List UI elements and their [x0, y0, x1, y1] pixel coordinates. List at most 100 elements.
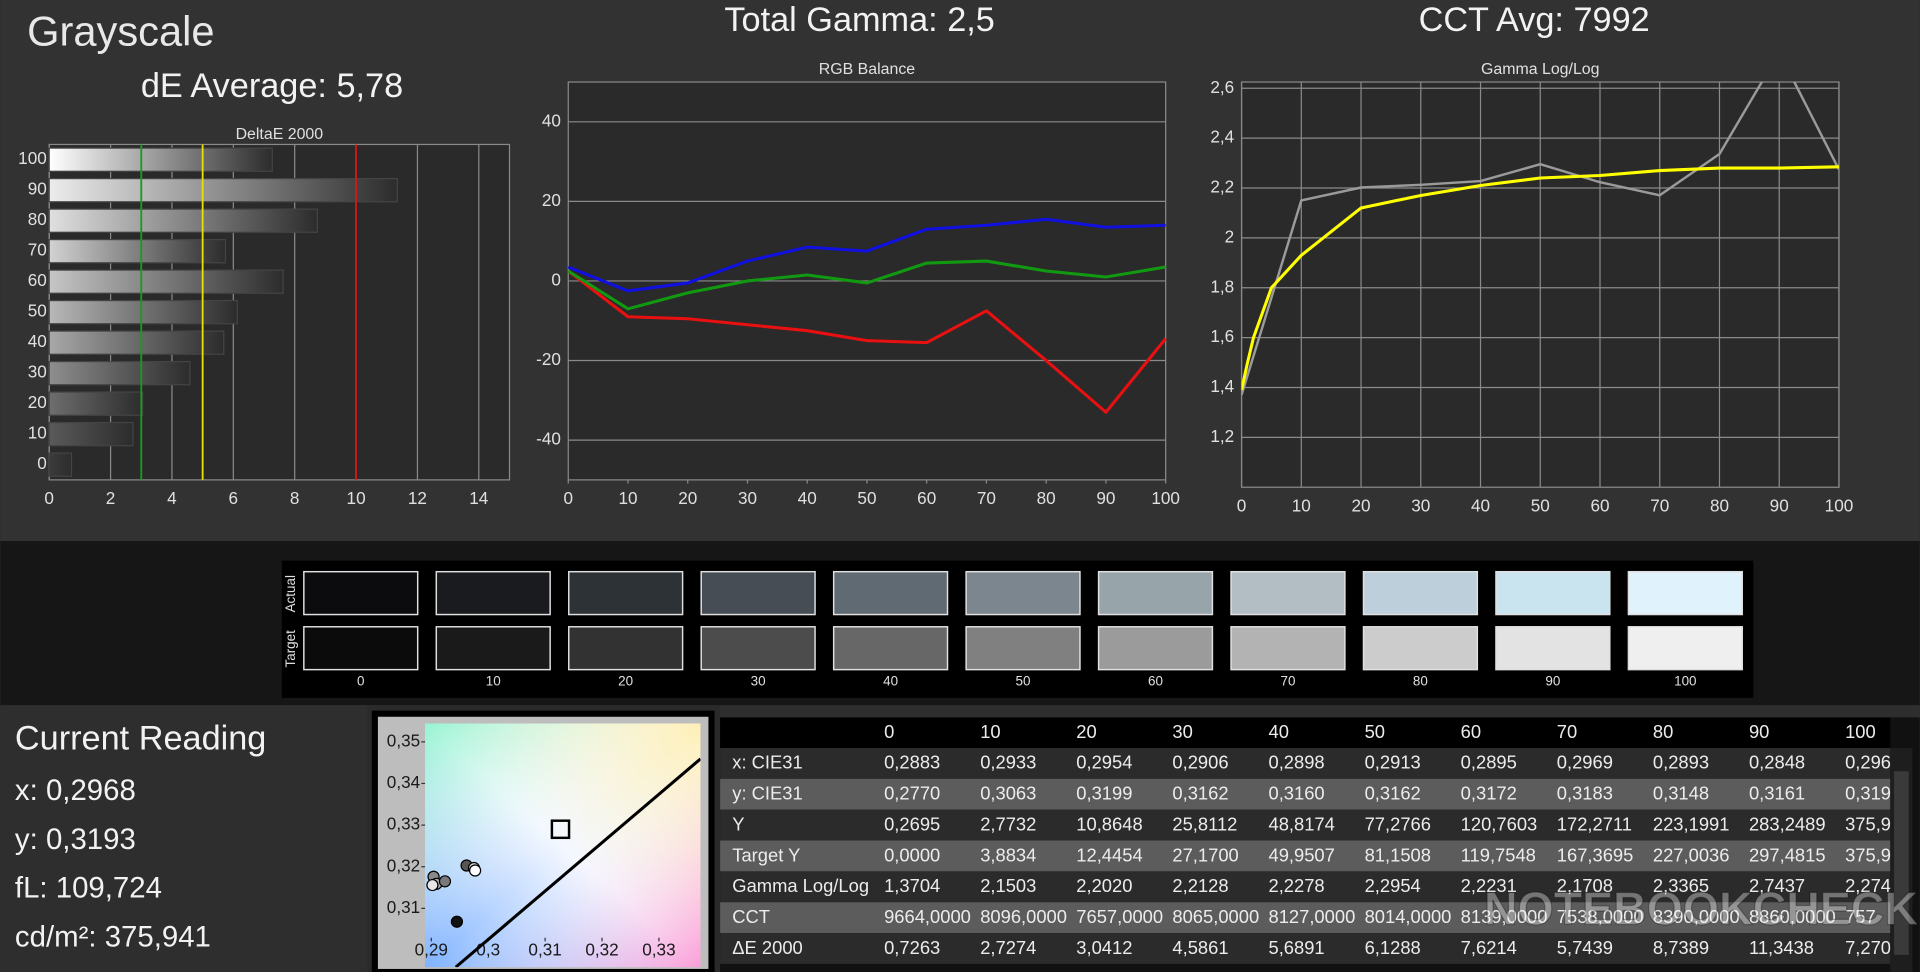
table-cell: 5,6891	[1268, 937, 1324, 958]
y-tick-label: 2,6	[1210, 77, 1234, 97]
x-tick-label: 10	[1292, 495, 1311, 515]
y-tick-label: 100	[18, 148, 47, 168]
table: 0 10 20 30 40 50 60 70 80 90 100 x: CIE31 0,2883 0,29…	[720, 717, 1891, 964]
y-tick-label: 60	[28, 270, 47, 290]
bar	[48, 330, 225, 355]
table-cell: 0,3063	[980, 783, 1036, 804]
x-tick-label: 0,29	[415, 940, 448, 960]
table-cell: 0,3199	[1076, 783, 1132, 804]
de-average: dE Average: 5,78	[141, 67, 403, 105]
table-cell: 9664,0000	[884, 906, 971, 927]
measured-point	[450, 915, 464, 928]
swatch-level: 20	[618, 673, 633, 688]
table-cell: 8860,0000	[1749, 906, 1836, 927]
y-tick-label: 2,2	[1210, 177, 1234, 197]
swatch-target	[303, 626, 419, 671]
x-tick-label: 50	[1531, 495, 1550, 515]
table-cell: 227,0036	[1653, 844, 1730, 865]
table-cell: 0,2954	[1076, 752, 1132, 773]
table-column-header: 90	[1749, 721, 1769, 742]
swatch-target	[435, 626, 551, 671]
table-cell: 8096,0000	[980, 906, 1067, 927]
swatch-target	[832, 626, 949, 671]
table-cell: 8390,0000	[1653, 906, 1740, 927]
swatch-actual	[435, 570, 551, 616]
table-cell: 5,7439	[1557, 937, 1613, 958]
content: 0 2 4 6 8 10 12 141009080706050403020100DeltaE …	[15, 61, 1919, 972]
table-cell: 0,2695	[884, 813, 940, 834]
table-cell: 0,2898	[1268, 752, 1324, 773]
swatch-target	[1362, 626, 1479, 671]
table-cell: 0,3162	[1365, 783, 1421, 804]
table-cell: 77,2766	[1365, 813, 1431, 834]
swatch-target	[1495, 626, 1611, 671]
cie-gamut-overlay	[425, 723, 701, 968]
y-tick-label: 0,33	[387, 814, 420, 834]
table-cell: 12,4454	[1076, 844, 1142, 865]
y-tick-label: -40	[536, 429, 561, 449]
table-column-header: 70	[1557, 721, 1577, 742]
table-cell: 375,9	[1845, 813, 1891, 834]
swatch-level: 50	[1016, 673, 1031, 688]
x-tick-label: 20	[678, 488, 697, 508]
x-tick-label: 10	[347, 488, 366, 508]
y-tick-label: -20	[536, 349, 561, 369]
y-tick-label: 10	[28, 423, 47, 443]
x-tick-label: 14	[469, 488, 489, 508]
x-tick-label: 0,32	[585, 940, 618, 960]
x-tick-label: 12	[408, 488, 427, 508]
x-tick-label: 0,3	[476, 940, 500, 960]
swatch-target	[965, 626, 1081, 671]
bar	[48, 177, 398, 203]
y-tick-label: 0,31	[387, 897, 420, 917]
table-cell: 297,4815	[1749, 844, 1826, 865]
bar	[48, 360, 191, 386]
table-row-label: Y	[732, 813, 744, 834]
chart-title: Gamma Log/Log	[1481, 61, 1599, 78]
table-cell: 27,1700	[1172, 844, 1238, 865]
y-tick-label: 20	[28, 392, 47, 412]
y-tick-label: 1,2	[1210, 426, 1234, 446]
swatch-target	[1230, 626, 1346, 671]
reading-line: fL: 109,724	[15, 872, 162, 905]
table-cell: 0,3183	[1557, 783, 1613, 804]
table-column-header: 40	[1268, 721, 1288, 742]
total-gamma: Total Gamma: 2,5	[724, 1, 994, 39]
measured-point	[468, 864, 482, 877]
table-column-header: 30	[1172, 721, 1192, 742]
table-cell: 25,8112	[1172, 813, 1237, 834]
swatch-level: 90	[1545, 673, 1560, 688]
swatch-actual	[1495, 570, 1611, 616]
swatch-level: 60	[1148, 673, 1163, 688]
x-tick-label: 0	[563, 488, 573, 508]
table-cell: 1,3704	[884, 875, 940, 896]
y-tick-label: 30	[28, 362, 47, 382]
table-header-row	[720, 717, 1891, 748]
x-tick-label: 100	[1151, 488, 1180, 508]
bar	[48, 147, 273, 172]
table-cell: 2,1708	[1557, 875, 1613, 896]
swatch-row-label: Target	[283, 630, 298, 668]
table-row	[720, 747, 1891, 779]
x-tick-label: 10	[618, 488, 637, 508]
table-cell: 0,2848	[1749, 752, 1805, 773]
table-cell: 0,3172	[1461, 783, 1517, 804]
x-tick-label: 0,33	[642, 940, 675, 960]
table-row	[720, 933, 1891, 964]
table-column-header: 60	[1461, 721, 1481, 742]
bar	[48, 238, 227, 264]
x-tick-label: 30	[1411, 495, 1430, 515]
bar	[48, 391, 144, 416]
table-cell: 2,7274	[980, 937, 1036, 958]
x-tick-label: 90	[1096, 488, 1115, 508]
table-cell: 0,2895	[1461, 752, 1517, 773]
swatch-target	[568, 626, 684, 671]
page-title: Grayscale	[27, 7, 214, 54]
table-row	[720, 778, 1891, 810]
series-line	[567, 217, 1166, 293]
table-cell: 0,7263	[884, 937, 940, 958]
bar	[48, 421, 134, 447]
locus-line	[454, 757, 701, 968]
table-cell: 0,3148	[1653, 783, 1709, 804]
table-cell: 0,2893	[1653, 752, 1709, 773]
